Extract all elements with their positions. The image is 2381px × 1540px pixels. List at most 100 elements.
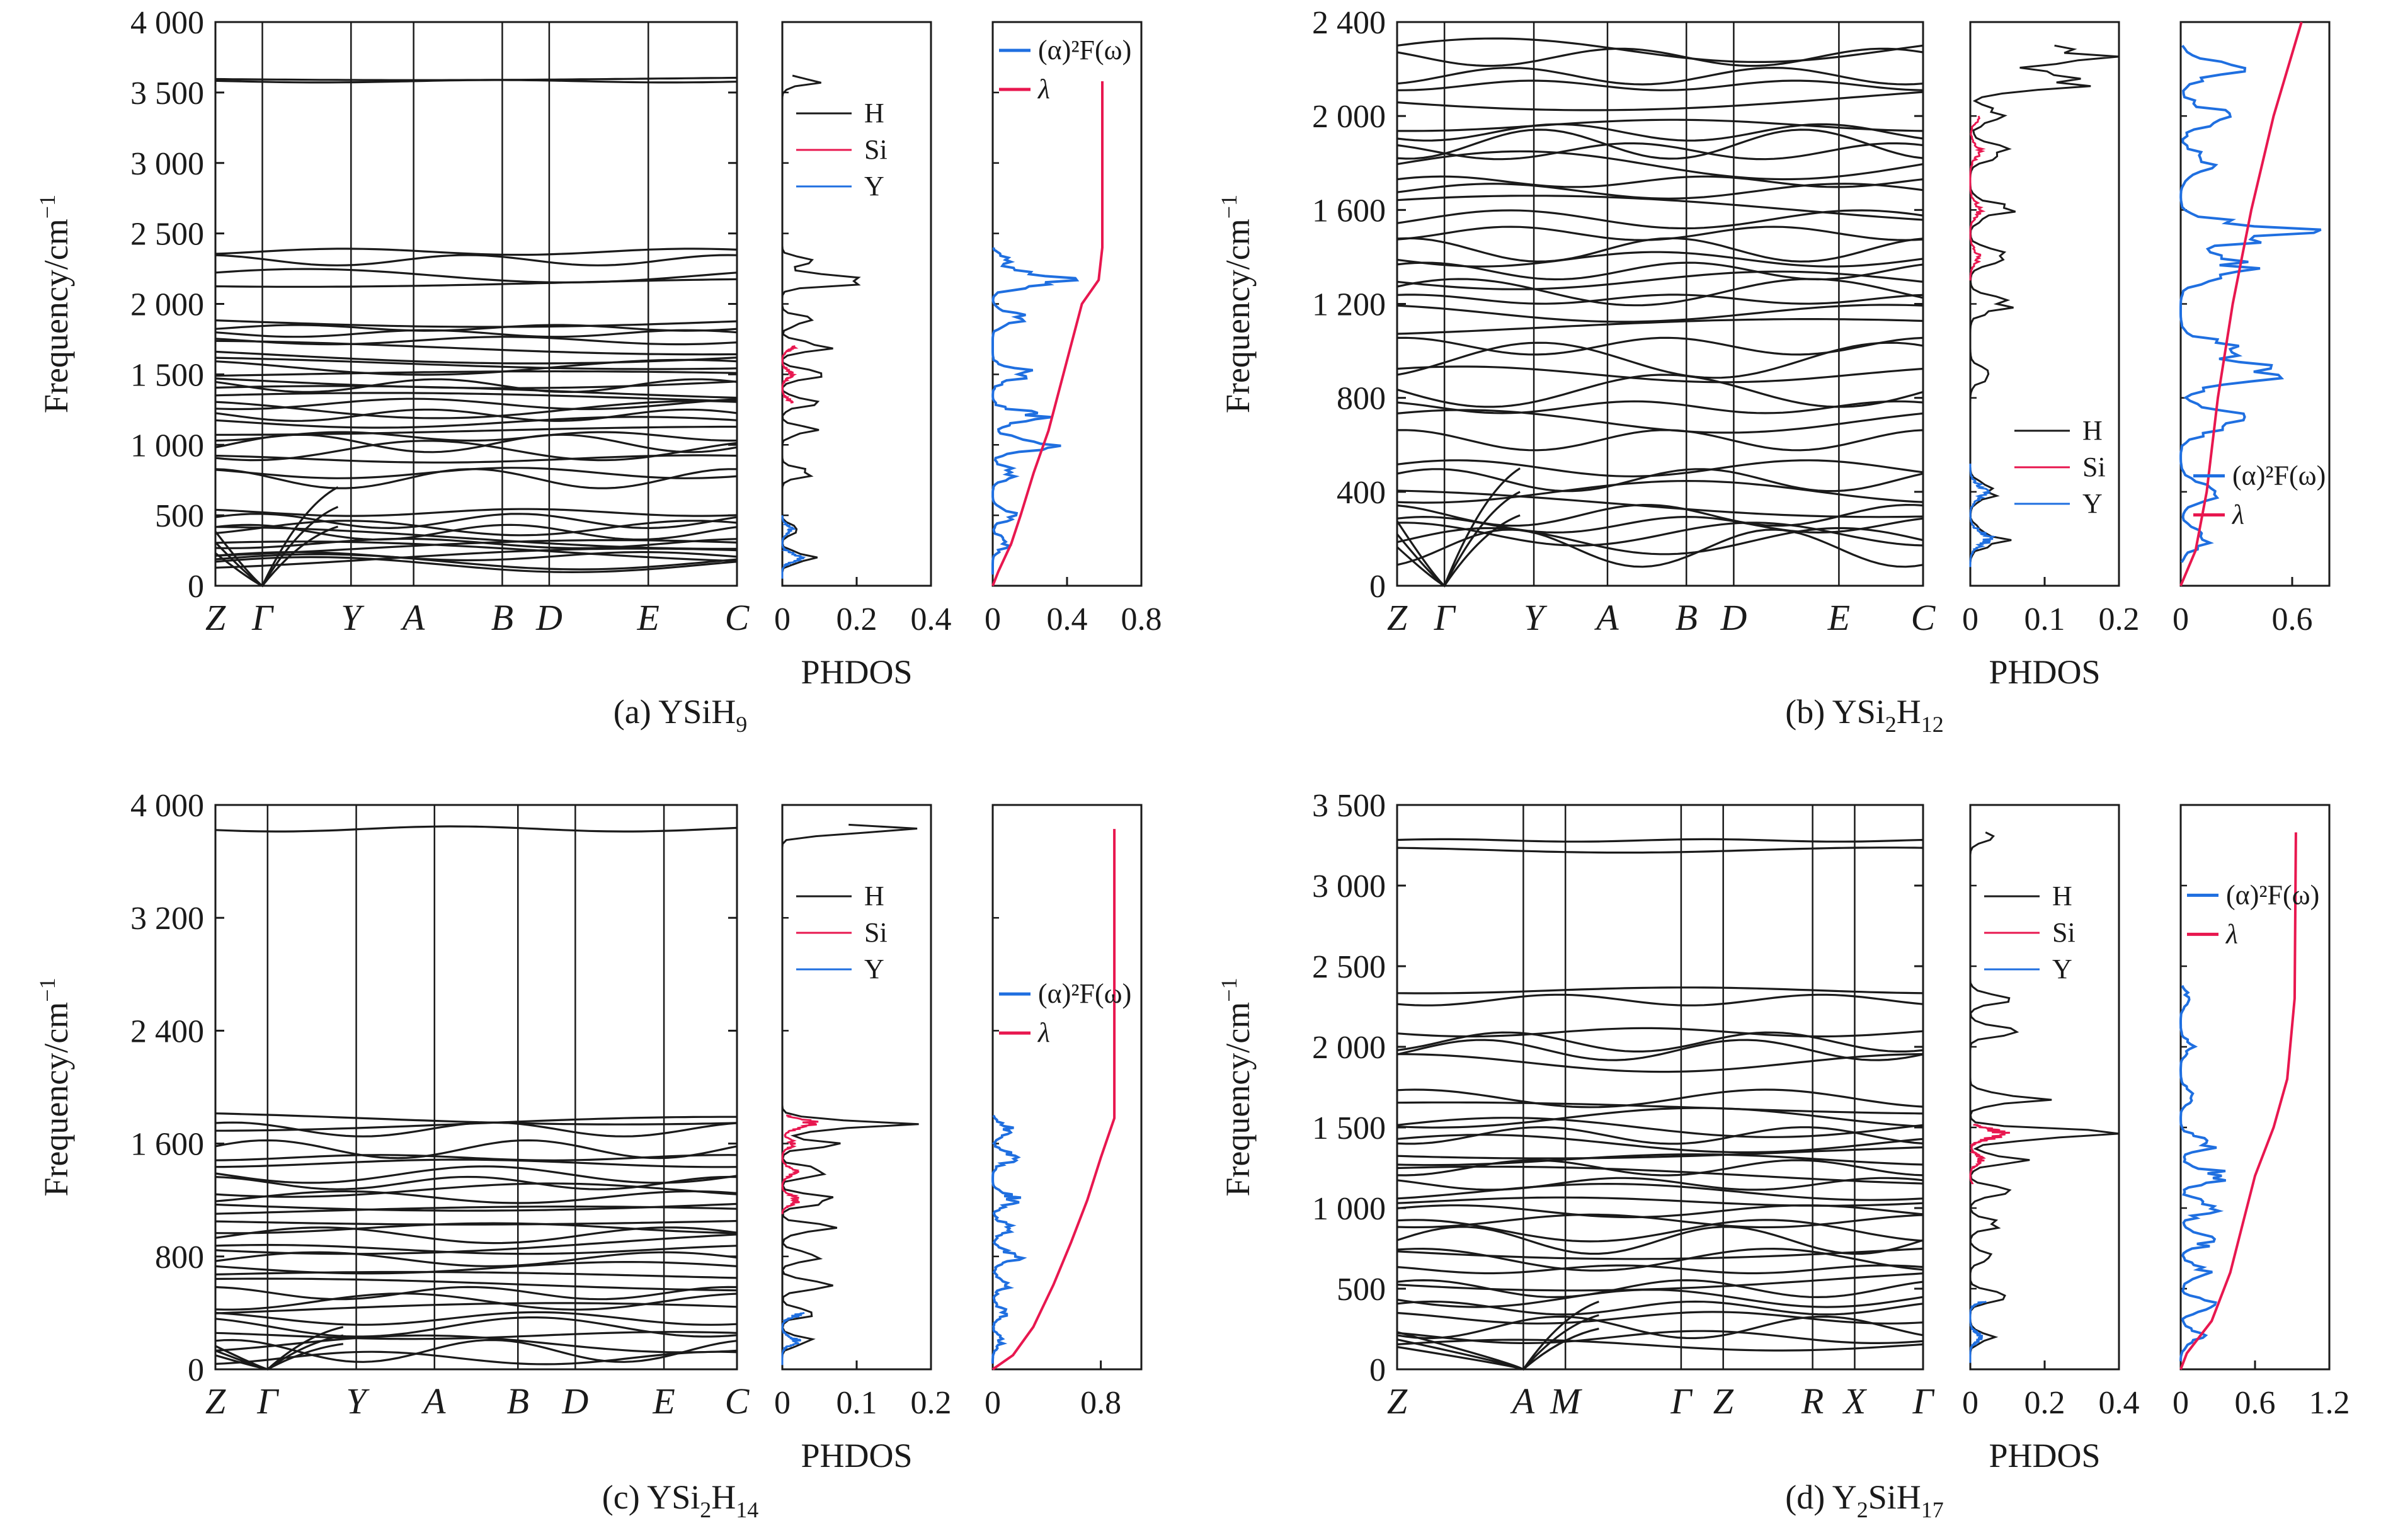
kpoint-label: X (1842, 1381, 1868, 1422)
phdos-Si-curve (781, 1114, 819, 1214)
eliashberg-x-tick-label: 0 (2173, 602, 2189, 637)
kpoint-label: A (400, 597, 425, 638)
y-tick-label: 1 000 (1312, 1191, 1386, 1227)
band-line (215, 1270, 738, 1279)
band-line (215, 268, 738, 283)
eliashberg-legend-label: λ (2231, 499, 2244, 530)
phdos-x-tick-label: 0 (774, 1385, 791, 1421)
kpoint-label: C (725, 1381, 750, 1422)
eliashberg-x-tick-label: 0.6 (2272, 602, 2313, 637)
kpoint-label: Γ (1912, 1381, 1935, 1422)
y-tick-label: 1 600 (1312, 193, 1386, 229)
kpoint-label: Y (346, 1381, 370, 1422)
acoustic-branch (214, 486, 339, 588)
acoustic-branch (1396, 1300, 1599, 1371)
kpoint-label: Y (1524, 597, 1548, 638)
eliashberg-x-tick-label: 1.2 (2309, 1385, 2350, 1421)
band-line (215, 547, 738, 569)
kpoint-label: A (421, 1381, 446, 1422)
band-line (215, 278, 738, 288)
band-line (215, 378, 738, 393)
band-line (1396, 318, 1924, 335)
a2F-curve (2179, 984, 2226, 1362)
y-tick-label: 0 (1369, 569, 1386, 605)
band-line (215, 1139, 738, 1160)
band-line (215, 454, 738, 464)
y-tick-label: 3 000 (1312, 869, 1386, 904)
y-tick-label: 2 000 (1312, 99, 1386, 135)
phdos-x-tick-label: 0 (1962, 602, 1978, 637)
band-line (1396, 304, 1924, 323)
band-line (1396, 195, 1924, 221)
phdos-x-tick-label: 0.2 (2024, 1385, 2065, 1421)
kpoint-label: B (507, 1381, 529, 1422)
band-line (215, 1277, 738, 1292)
y-tick-label: 0 (1369, 1352, 1386, 1388)
band-line (1396, 515, 1924, 534)
band-line (1396, 1159, 1924, 1177)
y-tick-label: 0 (188, 1352, 204, 1388)
phdos-legend-label: Y (2082, 488, 2103, 519)
kpoint-label: A (1594, 597, 1619, 638)
eliashberg-legend-label: (α)²F(ω) (2226, 879, 2319, 910)
phdos-legend-label: H (2052, 881, 2072, 911)
band-line (1396, 183, 1924, 200)
eliashberg-legend-label: (α)²F(ω) (1038, 978, 1131, 1009)
phdos-legend-label: Y (864, 954, 884, 984)
band-line (215, 540, 738, 562)
y-tick-label: 3 000 (130, 146, 204, 182)
caption-sub: 12 (1921, 712, 1944, 737)
band-line (1396, 209, 1924, 230)
band-lines (1396, 37, 1924, 588)
phdos-x-tick-label: 0.4 (2099, 1385, 2140, 1421)
band-line (1397, 118, 1924, 132)
y-tick-label: 3 200 (130, 901, 204, 937)
eliashberg-x-tick-label: 0.8 (1080, 1385, 1121, 1421)
band-line (215, 1338, 738, 1363)
eliashberg-legend-label: λ (1037, 74, 1050, 105)
band-line (215, 1251, 738, 1267)
y-tick-label: 800 (155, 1240, 204, 1275)
phdos-Si-curve (781, 345, 799, 404)
band-line (1396, 261, 1924, 281)
caption-main: (d) Y (1785, 1478, 1856, 1516)
band-line (215, 392, 738, 402)
a2F-curve (991, 247, 1080, 575)
band-line (1396, 37, 1924, 63)
phdos-x-tick-label: 0.4 (911, 602, 952, 637)
y-tick-label: 2 000 (1312, 1030, 1386, 1066)
caption-main: (b) YSi (1785, 693, 1885, 731)
kpoint-label: D (1720, 597, 1747, 638)
phdos-H-curve (781, 74, 861, 573)
phdos-x-label: PHDOS (801, 1437, 912, 1474)
phdos-Y-curve (781, 1311, 805, 1366)
phdos-Y-curve (781, 515, 806, 579)
eliashberg-x-tick-label: 0.4 (1047, 602, 1088, 637)
kpoint-label: Γ (1434, 597, 1456, 638)
band-line (215, 319, 738, 328)
band-line (215, 329, 738, 338)
band-line (1396, 1146, 1924, 1160)
phdos-Si-curve (1969, 115, 1986, 281)
band-line (215, 523, 738, 541)
kpoint-label: Z (1387, 597, 1408, 638)
caption-sub1: 2 (700, 1497, 711, 1522)
band-line (1396, 1213, 1924, 1229)
band-line (1396, 128, 1924, 160)
phdos-x-tick-label: 0.2 (2099, 602, 2140, 637)
y-tick-label: 1 500 (130, 357, 204, 393)
band-line (1396, 459, 1924, 477)
band-line (1396, 1315, 1924, 1340)
kpoint-label: Γ (1670, 1381, 1693, 1422)
band-line (1396, 1031, 1924, 1052)
kpoint-label: C (725, 597, 750, 638)
band-line (1396, 1338, 1924, 1352)
kpoint-label: Y (341, 597, 365, 638)
band-line (215, 1158, 738, 1168)
band-line (1396, 847, 1924, 854)
phdos-x-label: PHDOS (1989, 653, 2100, 691)
band-line (215, 1286, 738, 1301)
eliashberg-x-tick-label: 0 (985, 602, 1001, 637)
panel-c: 0 800 1 600 2 400 3 200 4 000 Frequency/cm−1 Z Γ… (35, 788, 1143, 1522)
